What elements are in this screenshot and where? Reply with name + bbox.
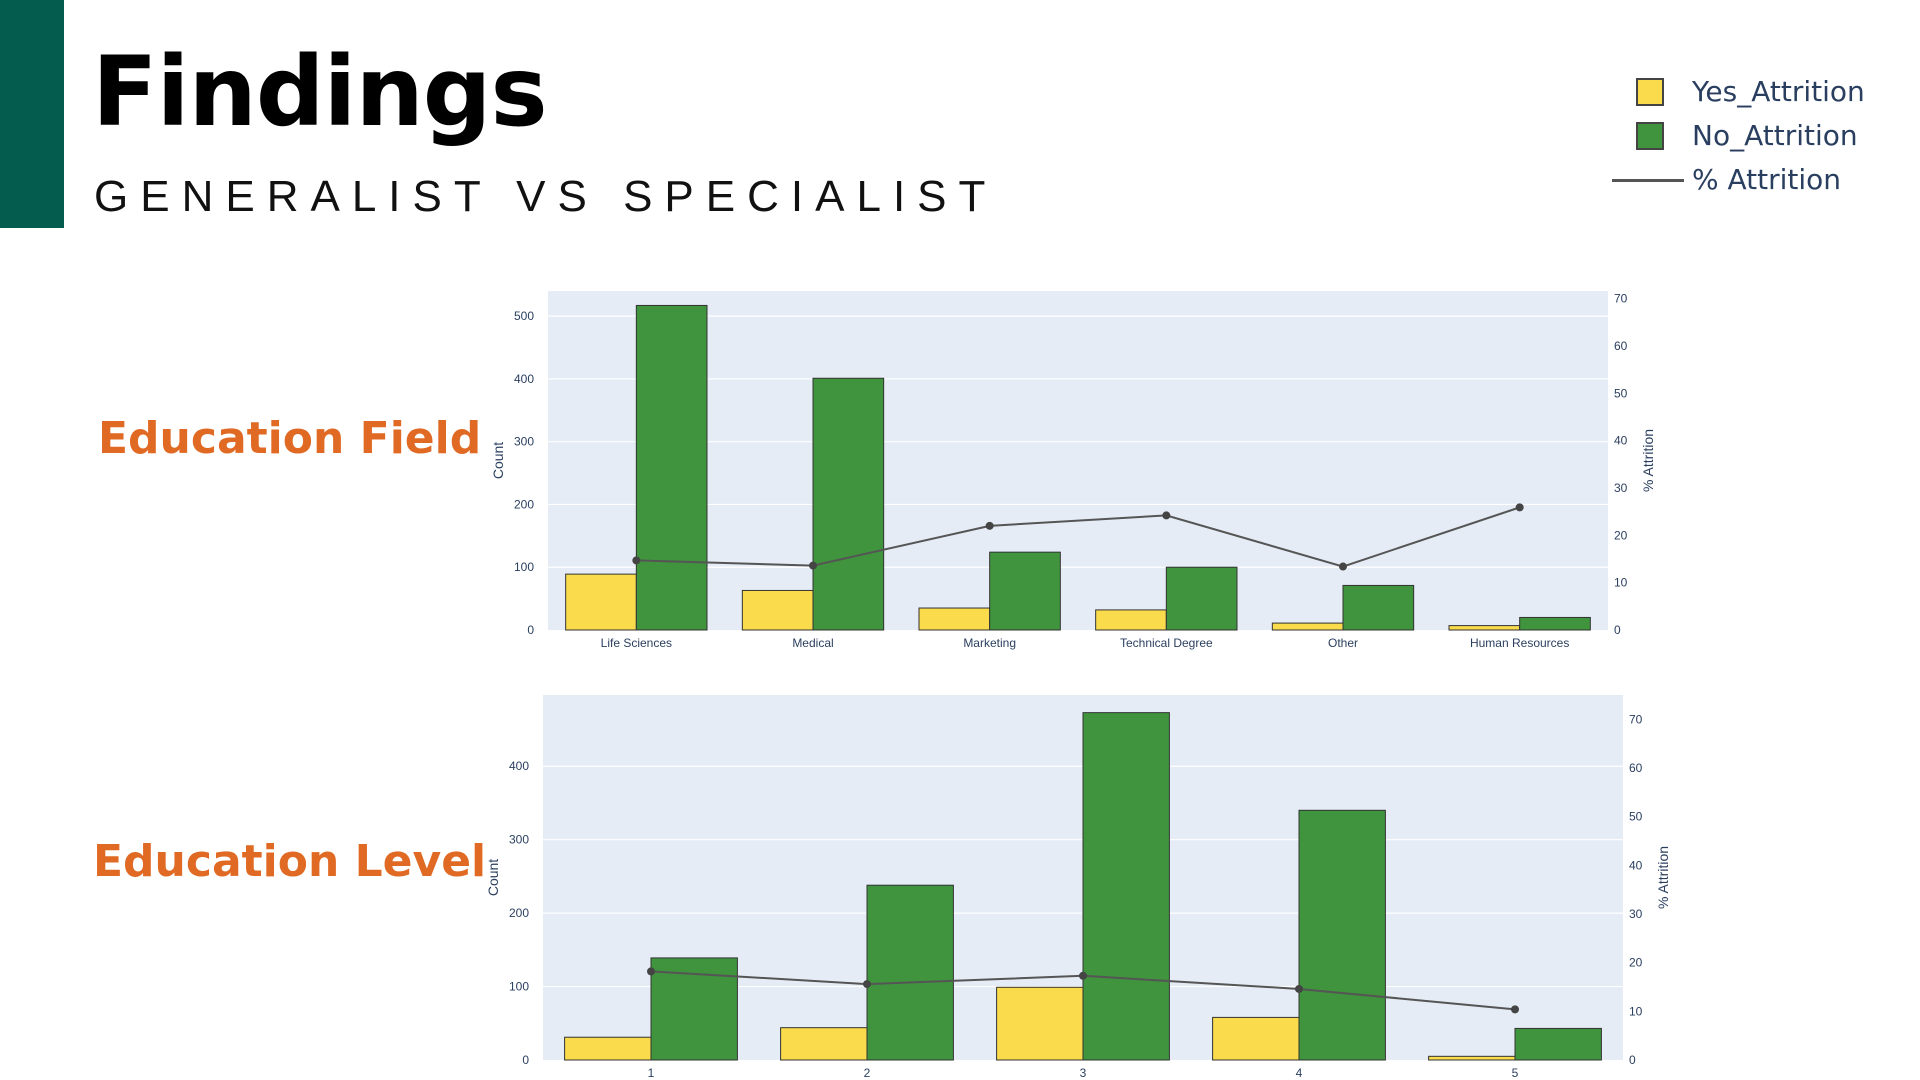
bar-yes-attrition xyxy=(996,986,1084,1061)
attrition-point xyxy=(863,980,871,989)
page-title: Findings xyxy=(92,36,548,148)
attrition-point xyxy=(1515,503,1524,512)
y2-tick-label: 30 xyxy=(1629,907,1643,921)
y-tick-label: 0 xyxy=(522,1053,529,1067)
attrition-point xyxy=(1162,511,1171,520)
bar-yes-attrition xyxy=(1212,1016,1300,1061)
legend-swatch-no xyxy=(1636,122,1664,150)
attrition-line xyxy=(636,506,1520,568)
x-tick-label: 4 xyxy=(1296,1066,1303,1080)
bar-no-attrition xyxy=(989,551,1061,631)
bar-no-attrition xyxy=(1298,809,1386,1061)
y2-tick-label: 40 xyxy=(1629,858,1643,872)
y2-tick-label: 10 xyxy=(1629,1004,1643,1018)
plot-area xyxy=(548,291,1608,630)
x-tick-label: 3 xyxy=(1080,1066,1087,1080)
page-subtitle: GENERALIST VS SPECIALIST xyxy=(94,172,998,221)
attrition-point xyxy=(1339,562,1347,571)
y2-tick-label: 20 xyxy=(1614,528,1628,542)
y2-axis-title: % Attrition xyxy=(1655,846,1671,909)
y2-tick-label: 10 xyxy=(1614,576,1628,590)
bar-yes-attrition xyxy=(918,607,991,631)
x-tick-label: Technical Degree xyxy=(1120,636,1213,650)
y2-tick-label: 60 xyxy=(1629,761,1643,775)
x-tick-label: 5 xyxy=(1512,1066,1519,1080)
y2-tick-label: 50 xyxy=(1629,810,1643,824)
y-tick-label: 500 xyxy=(514,309,534,323)
education-level-chart: 0 100 200 300 400 0 10 20 30 40 50 60 70 Count % Attri… xyxy=(485,695,1671,1080)
x-tick-label: Human Resources xyxy=(1470,636,1569,650)
bar-no-attrition xyxy=(1519,616,1591,631)
bar-yes-attrition xyxy=(1448,625,1521,631)
legend-label: % Attrition xyxy=(1692,163,1842,196)
bar-yes-attrition xyxy=(780,1027,868,1061)
bar-no-attrition xyxy=(1342,584,1415,631)
x-tick-label: Medical xyxy=(792,636,833,650)
y2-tick-label: 70 xyxy=(1629,712,1643,726)
y-tick-label: 100 xyxy=(514,560,534,574)
bar-yes-attrition xyxy=(1428,1055,1516,1061)
x-tick-label: Marketing xyxy=(963,636,1016,650)
y-tick-label: 400 xyxy=(509,759,529,773)
y-tick-label: 300 xyxy=(509,833,529,847)
education-field-chart: 0 100 200 300 400 500 0 10 20 30 40 50 60 70 Count % At… xyxy=(490,291,1656,650)
y2-tick-label: 30 xyxy=(1614,481,1628,495)
legend-swatch-yes xyxy=(1636,78,1664,106)
y2-tick-label: 70 xyxy=(1614,292,1628,306)
attrition-point xyxy=(809,561,817,570)
x-tick-label: 1 xyxy=(648,1066,655,1080)
attrition-point xyxy=(1511,1005,1519,1014)
y2-tick-label: 0 xyxy=(1629,1053,1636,1067)
legend-label: No_Attrition xyxy=(1692,119,1858,152)
bar-no-attrition xyxy=(866,884,954,1061)
bar-no-attrition xyxy=(812,377,885,631)
x-tick-label: Life Sciences xyxy=(601,636,672,650)
bar-no-attrition xyxy=(1514,1027,1602,1061)
y-tick-label: 100 xyxy=(509,980,529,994)
y-axis-title: Count xyxy=(490,442,506,479)
x-tick-label: Other xyxy=(1328,636,1358,650)
y2-tick-label: 50 xyxy=(1614,386,1628,400)
x-tick-label: 2 xyxy=(864,1066,871,1080)
education-field-label: Education Field xyxy=(98,413,482,464)
bar-yes-attrition xyxy=(564,1036,652,1061)
bar-yes-attrition xyxy=(1271,622,1344,631)
y-tick-label: 200 xyxy=(509,906,529,920)
y-tick-label: 200 xyxy=(514,497,534,511)
legend-label: Yes_Attrition xyxy=(1692,75,1865,108)
attrition-point xyxy=(985,521,994,530)
bar-no-attrition xyxy=(1165,566,1238,631)
y2-tick-label: 0 xyxy=(1614,623,1621,637)
bar-no-attrition xyxy=(635,304,708,631)
accent-bar xyxy=(0,0,64,228)
y-tick-label: 400 xyxy=(514,372,534,386)
bar-no-attrition xyxy=(1082,712,1170,1061)
attrition-point xyxy=(1079,971,1087,980)
attrition-point xyxy=(632,556,641,565)
y-tick-label: 300 xyxy=(514,435,534,449)
bar-yes-attrition xyxy=(565,573,637,631)
attrition-point xyxy=(647,967,655,976)
y-tick-label: 0 xyxy=(527,623,534,637)
legend-line-pct xyxy=(1612,179,1684,182)
y-axis-title: Count xyxy=(485,859,501,896)
bar-yes-attrition xyxy=(1095,609,1167,631)
attrition-point xyxy=(1295,984,1303,993)
bar-yes-attrition xyxy=(741,589,814,631)
y2-tick-label: 60 xyxy=(1614,339,1628,353)
y2-tick-label: 20 xyxy=(1629,956,1643,970)
y2-tick-label: 40 xyxy=(1614,434,1628,448)
chart-legend: Yes_Attrition No_Attrition % Attrition xyxy=(1600,72,1900,202)
education-level-label: Education Level xyxy=(93,836,487,887)
y2-axis-title: % Attrition xyxy=(1640,429,1656,492)
